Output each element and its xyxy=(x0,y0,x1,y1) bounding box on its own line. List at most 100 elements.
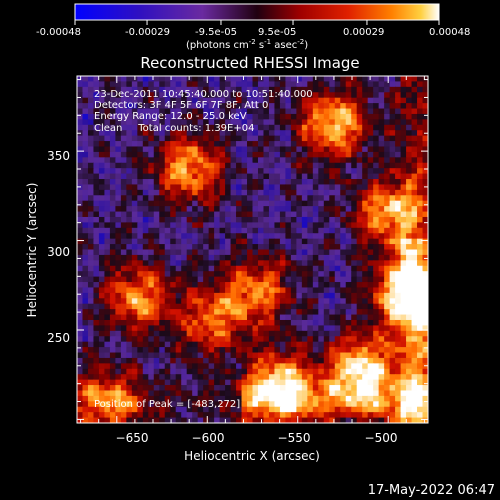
heatmap-cell xyxy=(252,314,259,321)
heatmap-cell xyxy=(109,216,116,223)
heatmap-cell xyxy=(252,341,259,348)
heatmap-cell xyxy=(126,412,133,419)
heatmap-cell xyxy=(98,276,106,283)
heatmap-cell xyxy=(104,189,111,196)
heatmap-cell xyxy=(104,395,111,402)
heatmap-cell xyxy=(334,406,341,413)
heatmap-cell xyxy=(406,216,413,223)
heatmap-cell xyxy=(373,271,380,278)
heatmap-cell xyxy=(389,76,396,83)
heatmap-cell xyxy=(214,319,221,326)
heatmap-cell xyxy=(131,363,138,370)
heatmap-cell xyxy=(274,319,281,326)
heatmap-cell xyxy=(219,287,226,294)
heatmap-cell xyxy=(345,347,352,354)
heatmap-cell xyxy=(126,168,133,175)
heatmap-cell xyxy=(137,412,144,419)
heatmap-cell xyxy=(323,173,330,180)
heatmap-cell xyxy=(400,119,407,126)
heatmap-cell xyxy=(345,97,352,104)
heatmap-cell xyxy=(126,385,133,392)
heatmap-cell xyxy=(153,287,160,294)
heatmap-cell xyxy=(241,271,248,278)
heatmap-cell xyxy=(406,287,413,294)
heatmap-cell xyxy=(219,249,226,256)
heatmap-cell xyxy=(373,309,380,316)
heatmap-cell xyxy=(219,227,226,234)
heatmap-cell xyxy=(395,141,402,148)
heatmap-cell xyxy=(312,108,319,115)
heatmap-cell xyxy=(247,86,254,93)
heatmap-cell xyxy=(389,146,396,153)
heatmap-cell xyxy=(307,108,314,115)
heatmap-cell xyxy=(236,287,243,294)
heatmap-cell xyxy=(257,200,265,207)
heatmap-cell xyxy=(263,395,270,402)
heatmap-cell xyxy=(334,206,341,213)
heatmap-cell xyxy=(362,390,369,397)
heatmap-cell xyxy=(219,124,226,131)
heatmap-cell xyxy=(82,276,89,283)
heatmap-cell xyxy=(345,162,352,169)
heatmap-cell xyxy=(186,319,193,326)
heatmap-cell xyxy=(104,238,111,245)
heatmap-cell xyxy=(153,374,160,381)
heatmap-cell xyxy=(395,271,402,278)
heatmap-cell xyxy=(225,341,232,348)
heatmap-cell xyxy=(351,244,358,251)
heatmap-cell xyxy=(214,292,221,299)
heatmap-cell xyxy=(93,336,100,343)
heatmap-cell xyxy=(362,206,369,213)
heatmap-cell xyxy=(241,385,248,392)
heatmap-cell xyxy=(334,119,341,126)
heatmap-cell xyxy=(384,287,391,294)
heatmap-cell xyxy=(142,412,149,419)
heatmap-cell xyxy=(247,76,254,83)
heatmap-cell xyxy=(148,385,155,392)
heatmap-cell xyxy=(356,200,363,207)
heatmap-cell xyxy=(225,401,232,408)
heatmap-cell xyxy=(247,233,254,240)
heatmap-cell xyxy=(87,206,95,213)
heatmap-cell xyxy=(192,189,199,196)
heatmap-cell xyxy=(131,314,138,321)
heatmap-cell xyxy=(98,103,106,110)
heatmap-cell xyxy=(389,314,396,321)
heatmap-cell xyxy=(400,206,407,213)
heatmap-cell xyxy=(406,363,413,370)
heatmap-cell xyxy=(417,184,424,191)
heatmap-cell xyxy=(142,260,149,267)
heatmap-cell xyxy=(181,222,188,229)
heatmap-cell xyxy=(214,81,221,88)
heatmap-cell xyxy=(208,330,215,337)
heatmap-cell xyxy=(389,385,396,392)
heatmap-cell xyxy=(296,330,303,337)
heatmap-cell xyxy=(230,86,237,93)
heatmap-cell xyxy=(186,108,193,115)
heatmap-cell xyxy=(268,130,276,137)
heatmap-cell xyxy=(373,206,380,213)
heatmap-cell xyxy=(334,303,341,310)
heatmap-cell xyxy=(77,81,84,88)
heatmap-cell xyxy=(120,319,127,326)
heatmap-cell xyxy=(214,330,221,337)
heatmap-cell xyxy=(274,271,281,278)
heatmap-cell xyxy=(290,347,297,354)
heatmap-cell xyxy=(197,124,204,131)
heatmap-cell xyxy=(307,379,314,386)
colorbar-tick-label: 0.00029 xyxy=(343,27,384,38)
heatmap-cell xyxy=(411,406,418,413)
heatmap-cell xyxy=(241,227,248,234)
heatmap-cell xyxy=(203,119,210,126)
heatmap-cell xyxy=(98,124,106,131)
heatmap-cell xyxy=(175,357,182,364)
heatmap-cell xyxy=(131,390,138,397)
heatmap-cell xyxy=(186,211,193,218)
heatmap-cell xyxy=(109,157,116,164)
heatmap-cell xyxy=(340,244,347,251)
heatmap-cell xyxy=(203,287,210,294)
heatmap-cell xyxy=(345,319,352,326)
heatmap-cell xyxy=(345,406,352,413)
heatmap-cell xyxy=(208,282,215,289)
